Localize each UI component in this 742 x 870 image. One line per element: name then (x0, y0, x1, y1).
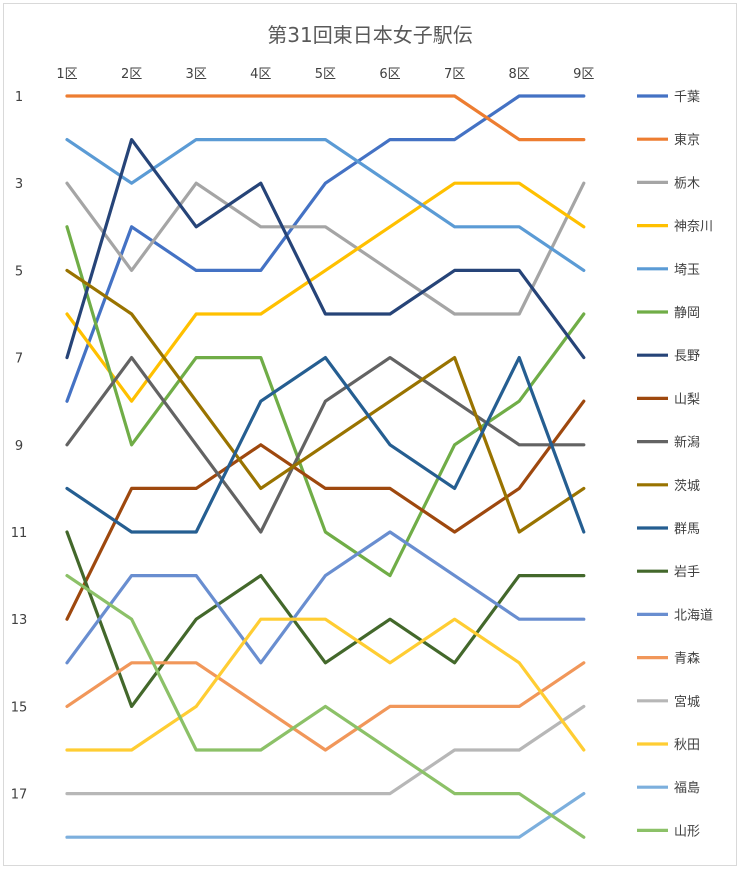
legend-item: 千葉 (637, 90, 700, 105)
x-tick-label: 3区 (186, 67, 207, 82)
legend-label: 秋田 (674, 738, 700, 753)
legend-label: 埼玉 (674, 263, 700, 278)
legend-item: 埼玉 (637, 263, 700, 278)
series-line (65, 704, 586, 796)
legend-item: 岩手 (637, 565, 700, 580)
y-tick-label: 3 (15, 177, 23, 192)
y-tick-label: 11 (11, 526, 28, 541)
legend-label: 宮城 (674, 694, 700, 710)
legend-label: 東京 (674, 132, 700, 148)
x-tick-label: 1区 (56, 67, 77, 82)
y-tick-label: 1 (15, 90, 23, 105)
series-line (65, 94, 586, 142)
legend-label: 福島 (674, 781, 700, 796)
series-line (65, 181, 586, 316)
legend-label: 千葉 (674, 90, 700, 105)
series-line (65, 530, 586, 665)
legend-label: 茨城 (674, 479, 700, 494)
chart-frame (3, 3, 737, 866)
legend-label: 静岡 (674, 306, 700, 321)
legend-item: 新潟 (637, 435, 700, 451)
series-line (65, 94, 586, 403)
x-tick-label: 5区 (315, 67, 336, 82)
legend-item: 青森 (637, 652, 700, 667)
x-tick-label: 9区 (573, 67, 594, 82)
legend-item: 長野 (637, 349, 700, 364)
legend-item: 山形 (637, 824, 700, 839)
legend-item: 福島 (637, 781, 700, 796)
legend-item: 山梨 (637, 392, 700, 407)
legend-item: 静岡 (637, 306, 700, 321)
series-line (65, 181, 586, 403)
legend-item: 宮城 (637, 694, 700, 710)
x-tick-label: 7区 (444, 67, 465, 82)
legend-label: 神奈川 (674, 220, 713, 235)
series-line (65, 791, 586, 839)
y-tick-label: 5 (15, 264, 23, 279)
x-axis-ticks: 1区 2区 3区 4区 5区 6区 7区 8区 9区 (56, 67, 594, 82)
y-tick-label: 7 (15, 352, 23, 367)
series-line (65, 399, 586, 621)
legend-item: 北海道 (637, 608, 713, 623)
legend-label: 青森 (674, 652, 700, 667)
legend-item: 東京 (637, 132, 700, 148)
legend-label: 岩手 (674, 565, 700, 580)
legend-item: 群馬 (637, 522, 700, 537)
legend-item: 栃木 (637, 176, 700, 191)
chart-title: 第31回東日本女子駅伝 (267, 23, 472, 47)
legend-label: 長野 (674, 349, 700, 364)
x-tick-label: 6区 (379, 67, 400, 82)
series-line (65, 356, 586, 534)
legend-label: 北海道 (674, 608, 713, 623)
y-tick-label: 17 (11, 788, 28, 803)
series-lines (65, 94, 586, 839)
series-line (65, 617, 586, 752)
series-line (65, 225, 586, 578)
series-line (65, 268, 586, 534)
legend-item: 神奈川 (637, 220, 713, 235)
x-tick-label: 2区 (121, 67, 142, 82)
y-tick-label: 9 (15, 439, 23, 454)
series-line (65, 573, 586, 839)
legend-label: 山形 (674, 824, 700, 839)
legend-item: 秋田 (637, 738, 700, 753)
legend-label: 群馬 (674, 522, 700, 537)
series-line (65, 356, 586, 534)
legend-label: 新潟 (674, 435, 700, 451)
legend-label: 栃木 (674, 176, 700, 191)
legend-label: 山梨 (674, 392, 700, 407)
y-tick-label: 13 (11, 613, 28, 628)
x-tick-label: 8区 (509, 67, 530, 82)
legend-item: 茨城 (637, 479, 700, 494)
series-line (65, 138, 586, 360)
x-tick-label: 4区 (250, 67, 271, 82)
y-tick-label: 15 (11, 700, 28, 715)
